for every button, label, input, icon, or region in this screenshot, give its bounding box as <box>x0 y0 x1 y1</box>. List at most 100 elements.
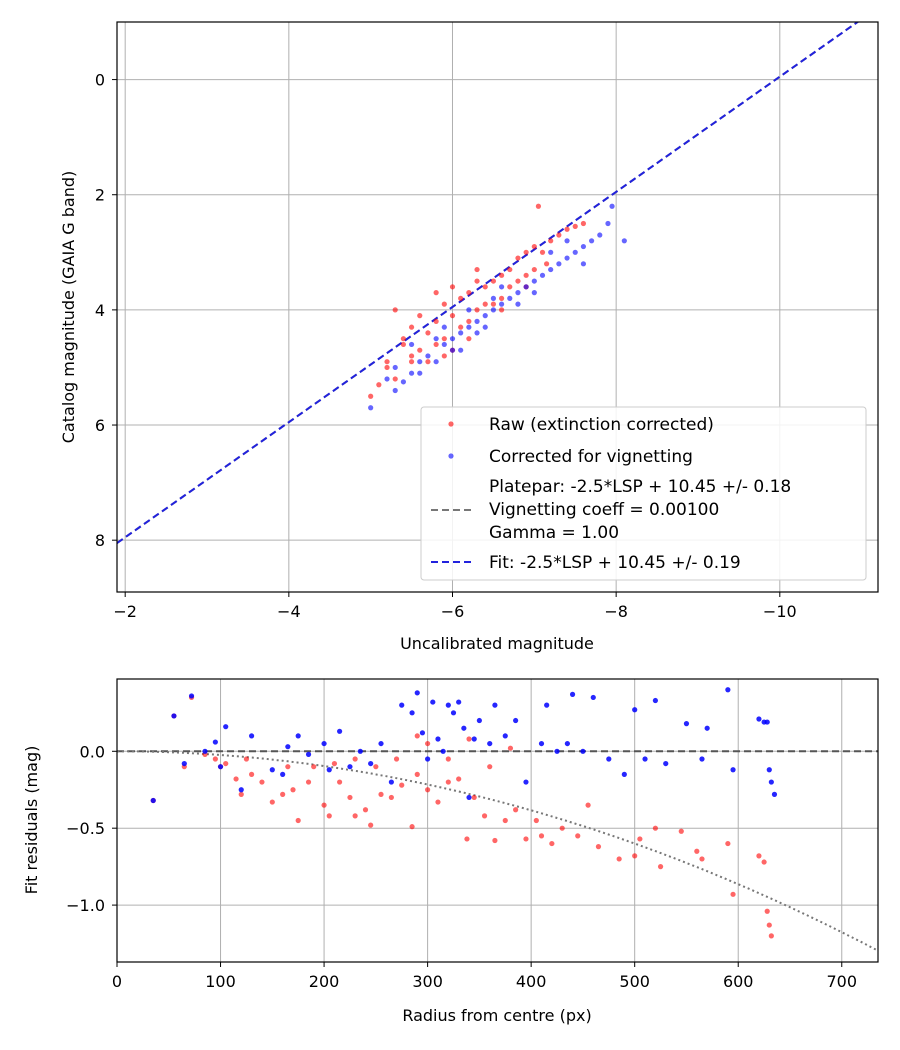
corrected-residual-point <box>544 702 550 708</box>
raw-point <box>580 220 587 227</box>
corrected-residual-point <box>725 687 731 693</box>
corrected-residual-point <box>295 733 301 739</box>
corrected-residual-point <box>569 691 576 697</box>
corrected-residual-point <box>766 767 772 773</box>
raw-residual-point <box>414 771 420 777</box>
raw-point <box>441 336 447 342</box>
corrected-residual-point <box>764 719 770 725</box>
raw-point <box>392 376 398 382</box>
top-marks <box>117 22 860 544</box>
corrected-residual-point <box>632 707 638 713</box>
corrected-point <box>458 347 464 353</box>
corrected-residual-point <box>445 702 451 708</box>
raw-point <box>498 307 505 313</box>
raw-residual-point <box>352 756 358 762</box>
corrected-point <box>605 220 611 227</box>
corrected-residual-point <box>388 779 394 785</box>
corrected-residual-point <box>435 736 441 742</box>
corrected-point <box>609 203 615 209</box>
raw-residual-point <box>637 836 643 842</box>
corrected-point <box>408 341 415 348</box>
top-x-axis-label: Uncalibrated magnitude <box>400 634 594 653</box>
corrected-point <box>466 324 472 330</box>
raw-point <box>466 290 472 296</box>
legend-frame <box>420 406 867 581</box>
corrected-point <box>515 290 521 296</box>
raw-point <box>417 347 423 353</box>
raw-residual-point <box>725 840 731 847</box>
raw-residual-point <box>513 807 519 813</box>
raw-residual-point <box>259 779 265 785</box>
corrected-residual-point <box>269 767 275 773</box>
raw-point <box>556 232 562 238</box>
raw-point <box>376 382 382 388</box>
raw-residual-point <box>414 733 420 739</box>
corrected-point <box>572 249 578 255</box>
corrected-residual-point <box>652 697 658 704</box>
corrected-residual-point <box>450 710 457 716</box>
raw-residual-point <box>362 807 369 813</box>
raw-residual-point <box>285 764 291 770</box>
corrected-point <box>507 295 513 301</box>
corrected-point <box>400 379 406 385</box>
raw-residual-point <box>445 756 451 762</box>
raw-residual-point <box>678 828 684 834</box>
raw-residual-point <box>337 779 343 785</box>
raw-residual-point <box>347 794 353 801</box>
bottom-x-tick-label: 700 <box>826 972 857 991</box>
top-legend: Raw (extinction corrected) Corrected for… <box>420 406 867 581</box>
raw-residual-point <box>533 817 539 824</box>
bottom-x-tick-label: 600 <box>723 972 754 991</box>
corrected-residual-point <box>554 748 560 754</box>
raw-residual-point <box>305 779 312 785</box>
corrected-residual-point <box>305 751 312 757</box>
raw-point <box>515 278 521 284</box>
raw-point <box>425 359 431 365</box>
corrected-residual-point <box>768 779 774 785</box>
raw-residual-point <box>243 756 250 762</box>
top-y-tick-label: 0 <box>95 71 105 90</box>
raw-point <box>392 307 398 313</box>
top-y-axis-label: Catalog magnitude (GAIA G band) <box>59 171 78 443</box>
raw-residual-point <box>657 864 664 870</box>
raw-residual-point <box>435 799 441 805</box>
raw-point <box>433 318 439 324</box>
raw-point <box>523 272 529 278</box>
raw-residual-point <box>269 799 275 805</box>
bottom-x-tick-label: 300 <box>412 972 443 991</box>
raw-residual-point <box>311 764 317 770</box>
raw-residual-point <box>326 813 332 819</box>
corrected-point <box>392 364 398 371</box>
bottom-axes-frame <box>116 678 879 963</box>
corrected-point <box>621 238 627 244</box>
raw-point <box>466 336 472 342</box>
corrected-point <box>564 255 570 261</box>
raw-residual-point <box>280 791 286 797</box>
corrected-residual-point <box>699 756 705 762</box>
raw-point <box>474 307 480 313</box>
raw-point <box>482 284 488 290</box>
raw-point <box>548 238 554 244</box>
bottom-y-axis-label: Fit residuals (mag) <box>22 746 41 895</box>
legend-corrected-label: Corrected for vignetting <box>489 447 693 467</box>
raw-point <box>498 272 505 278</box>
corrected-residual-point <box>440 748 446 754</box>
corrected-residual-point <box>502 733 508 739</box>
corrected-point <box>523 284 529 290</box>
corrected-residual-point <box>399 702 405 708</box>
corrected-residual-point <box>326 767 332 773</box>
raw-residual-point <box>764 908 770 914</box>
corrected-point <box>433 359 439 365</box>
corrected-point <box>531 278 537 284</box>
raw-point <box>498 295 505 301</box>
corrected-residual-point <box>171 713 177 719</box>
corrected-residual-point <box>202 748 208 754</box>
corrected-residual-point <box>347 764 353 770</box>
corrected-residual-point <box>425 756 431 762</box>
corrected-residual-point <box>487 740 493 747</box>
corrected-point <box>433 336 439 342</box>
raw-residual-point <box>632 853 638 859</box>
raw-residual-point <box>575 833 581 839</box>
corrected-residual-point <box>513 717 519 724</box>
corrected-point <box>449 336 456 342</box>
